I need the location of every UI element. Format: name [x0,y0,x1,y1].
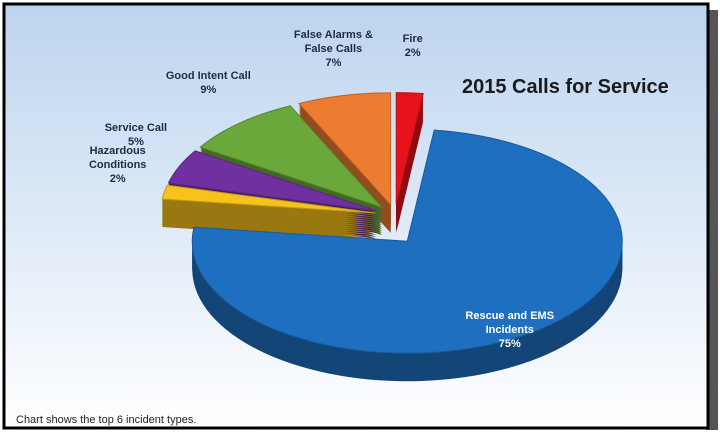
slice [161,184,376,214]
category-label: Hazardous Conditions [88,145,147,172]
value-label: 2% [109,173,126,186]
slice-label: Service Call 5% [105,121,167,149]
value-label: 9% [200,83,217,96]
pie [161,92,623,382]
slice [191,129,623,354]
chart-title: 2015 Calls for Service [462,76,669,98]
category-label: Rescue and EMS Incidents [465,309,555,336]
slice-label: Good Intent Call 9% [166,69,251,97]
slice-label: Hazardous Conditions 2% [63,144,173,186]
value-label: 7% [325,57,342,70]
slice-label: Rescue and EMS Incidents 75% [465,309,555,351]
category-label: False Alarms & False Calls [293,29,373,56]
annotation: Chart shows the top 6 incident types. [16,414,197,426]
value-label: 75% [498,337,521,350]
slice [199,105,384,209]
slice [395,92,424,205]
slice [167,150,377,212]
slice [298,92,392,207]
slice-label: Fire 2% [403,32,423,60]
slice-label: False Alarms & False Calls 7% [278,28,388,70]
category-label: Good Intent Call [165,69,251,82]
category-label: Service Call [104,121,168,134]
value-label: 2% [404,47,421,60]
category-label: Fire [402,33,423,46]
value-label: 5% [127,135,144,148]
